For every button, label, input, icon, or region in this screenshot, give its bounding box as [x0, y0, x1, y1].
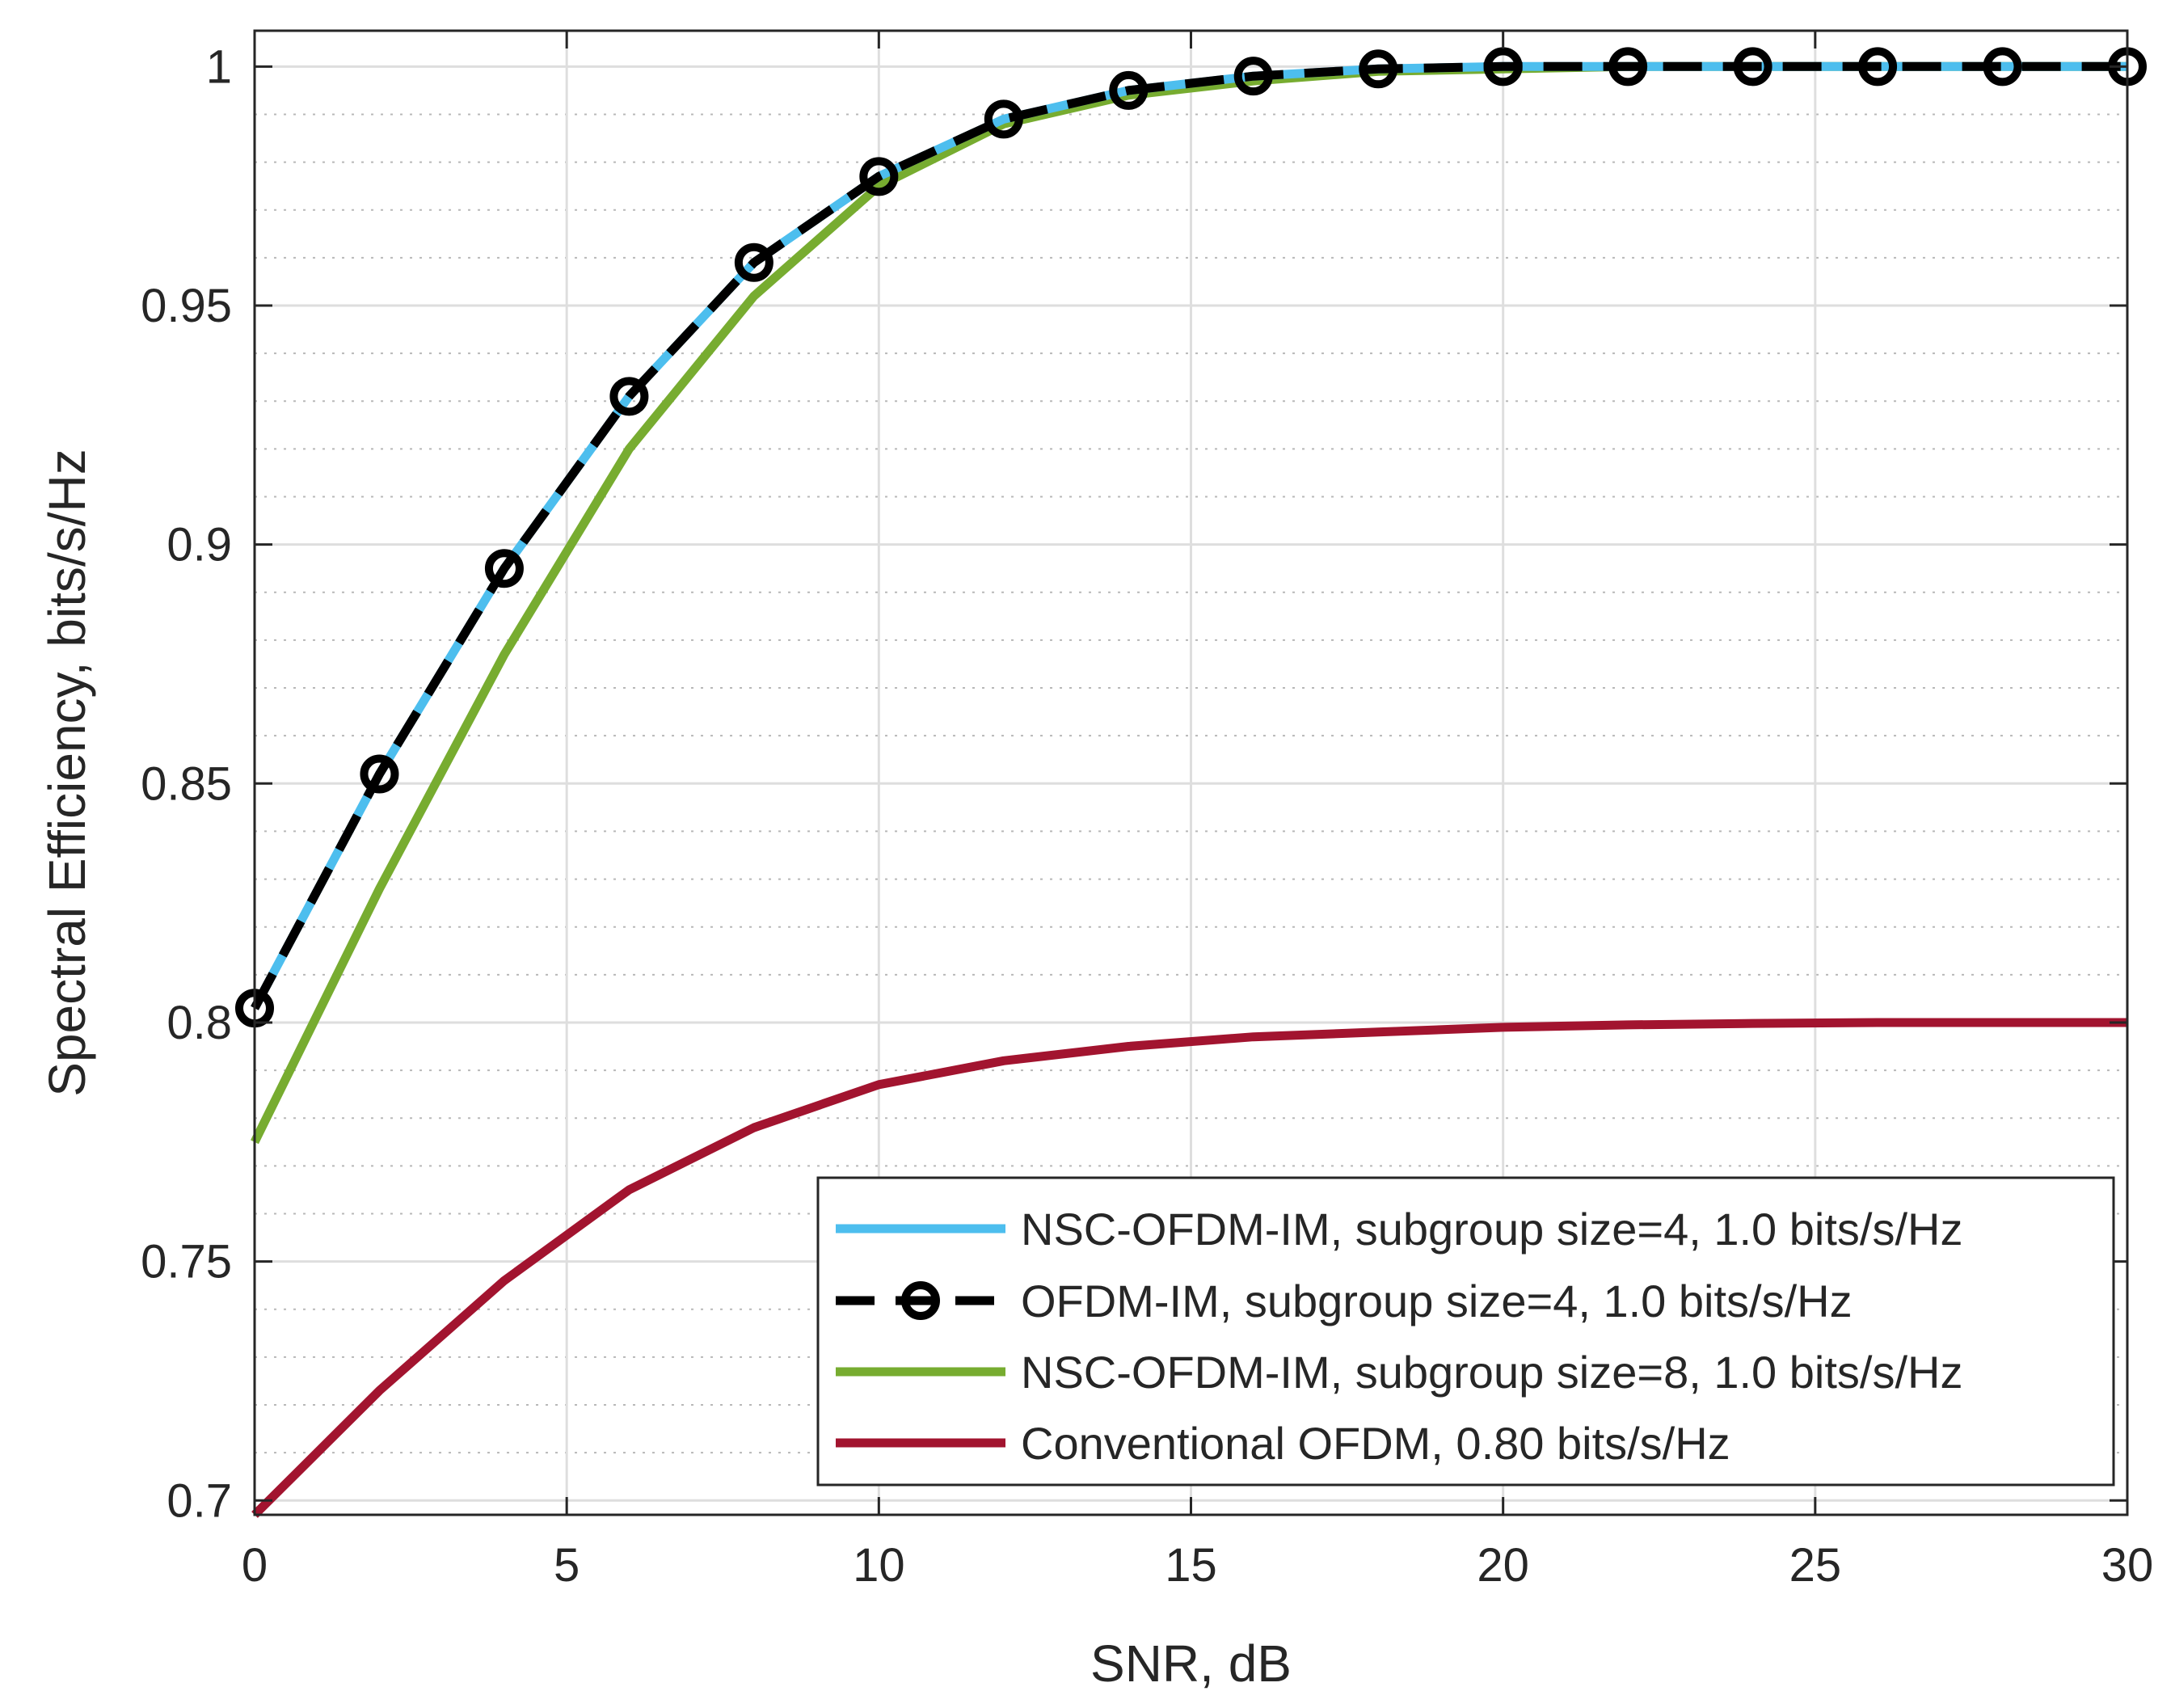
x-tick-label: 25 [1789, 1539, 1842, 1592]
y-tick-label: 0.95 [141, 280, 232, 332]
x-tick-label: 20 [1477, 1539, 1529, 1592]
x-axis-label: SNR, dB [1090, 1634, 1292, 1693]
x-tick-label: 0 [242, 1539, 268, 1592]
series-marker-2 [859, 157, 899, 196]
legend: NSC-OFDM-IM, subgroup size=4, 1.0 bits/s… [816, 1176, 2115, 1487]
series-marker-2 [1483, 47, 1523, 86]
x-tick-label: 10 [853, 1539, 905, 1592]
y-tick-label: 0.75 [141, 1236, 232, 1288]
y-tick-label: 0.9 [166, 519, 232, 571]
series-marker-2 [1858, 47, 1898, 86]
x-tick-label: 5 [554, 1539, 580, 1592]
series-marker-2 [1983, 47, 2022, 86]
series-line-2 [251, 61, 2127, 1010]
x-tick-label: 15 [1165, 1539, 1217, 1592]
legend-marker-2 [901, 1281, 940, 1320]
y-tick-label: 0.85 [141, 757, 232, 810]
x-tick-label: 30 [2101, 1539, 2154, 1592]
series-marker-2 [360, 754, 399, 794]
legend-label-1: NSC-OFDM-IM, subgroup size=4, 1.0 bits/s… [1021, 1204, 1962, 1255]
series-line-4 [251, 1018, 2127, 1518]
series-marker-2 [1109, 70, 1149, 110]
series-layer [235, 47, 2147, 1518]
legend-box [816, 1176, 2115, 1487]
series-marker-2 [609, 377, 649, 416]
y-tick-label: 1 [206, 40, 232, 93]
legend-label-3: NSC-OFDM-IM, subgroup size=8, 1.0 bits/s… [1021, 1347, 1962, 1398]
legend-label-4: Conventional OFDM, 0.80 bits/s/Hz [1021, 1418, 1730, 1469]
y-axis-label: Spectral Efficiency, bits/s/Hz [38, 449, 96, 1096]
ticks: 0 5 10 15 20 25 30 0.7 0.75 0.8 0.85 0.9 0.95 1 [141, 31, 2153, 1592]
series-marker-2 [1359, 49, 1398, 89]
series-marker-2 [1733, 47, 1772, 86]
series-marker-2 [484, 549, 524, 588]
series-marker-2 [1233, 57, 1273, 96]
series-marker-2 [734, 242, 773, 282]
series-marker-2 [1608, 47, 1648, 86]
legend-label-2: OFDM-IM, subgroup size=4, 1.0 bits/s/Hz [1021, 1276, 1853, 1326]
y-tick-label: 0.8 [166, 997, 232, 1049]
series-marker-2 [984, 99, 1023, 139]
y-tick-label: 0.7 [166, 1474, 232, 1527]
